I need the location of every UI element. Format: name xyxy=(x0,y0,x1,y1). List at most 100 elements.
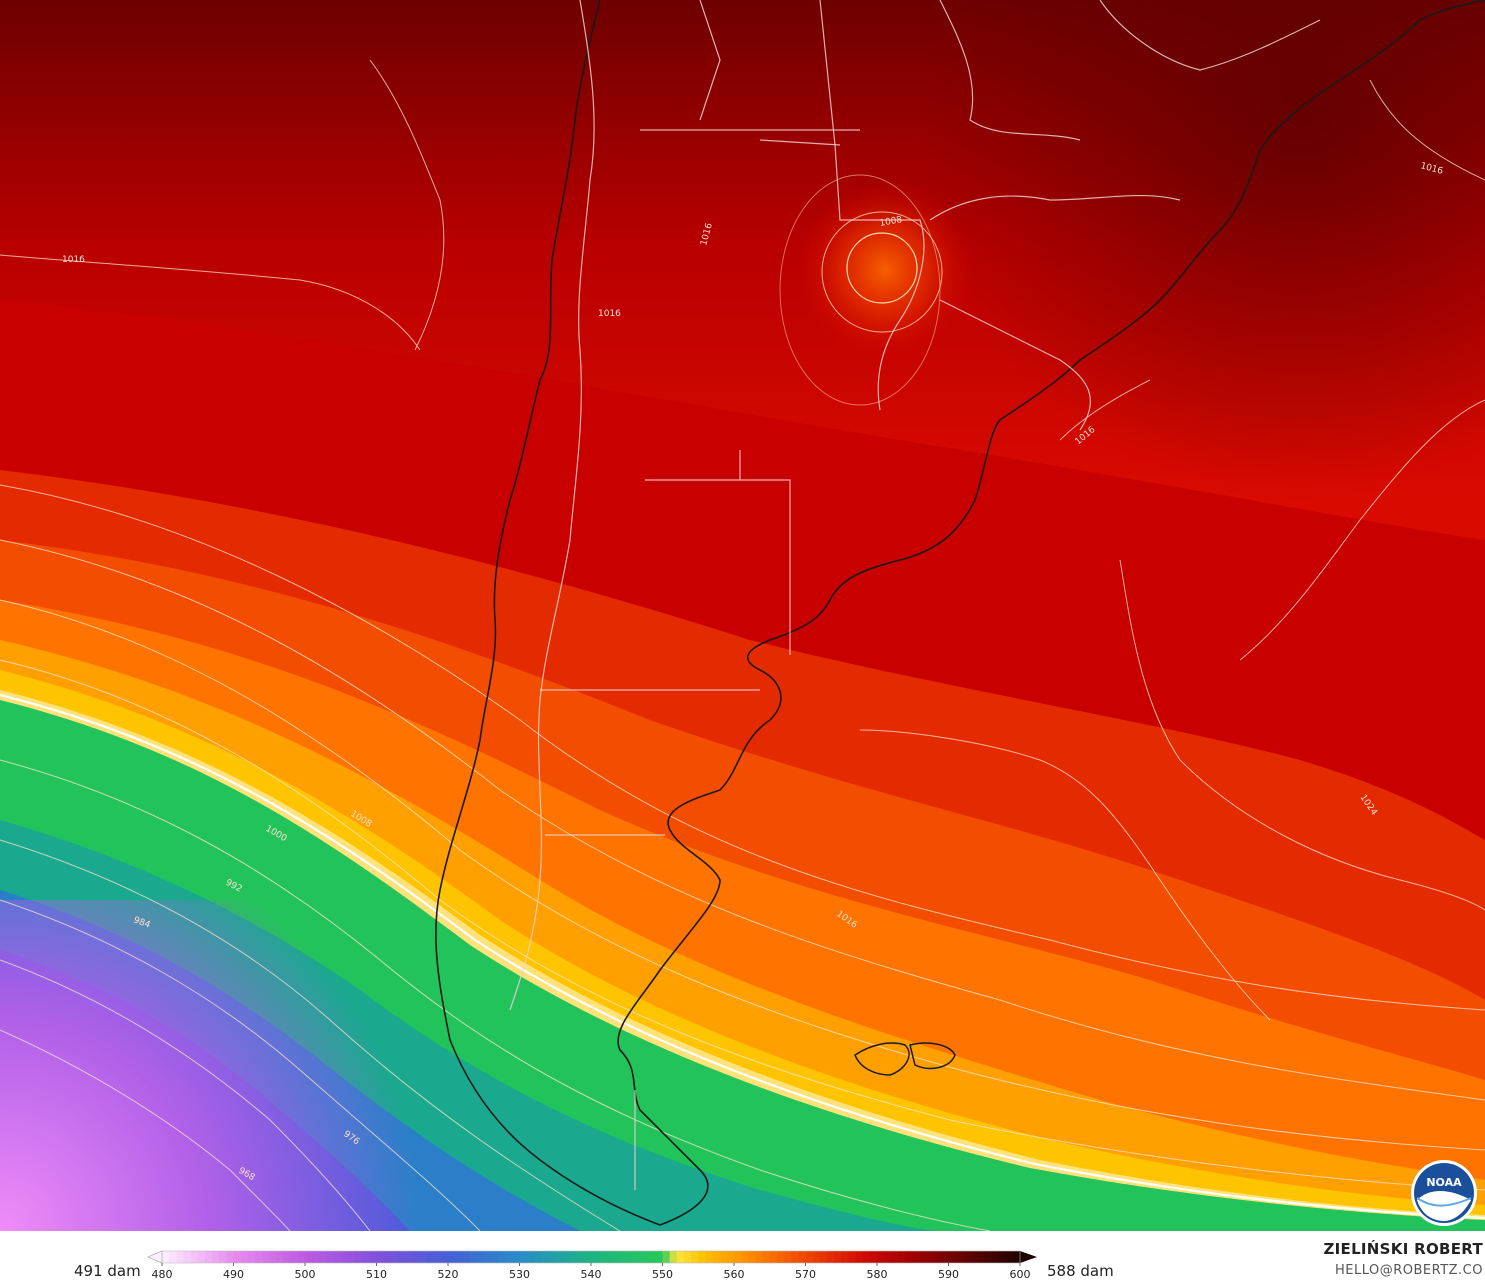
colorbar-cell xyxy=(598,1251,606,1263)
colorbar-cell xyxy=(633,1251,642,1263)
colorbar-cell xyxy=(748,1251,757,1263)
colorbar-cell xyxy=(919,1251,928,1263)
colorbar-cell xyxy=(619,1251,628,1263)
colorbar-cell xyxy=(312,1251,320,1263)
colorbar-cell xyxy=(254,1251,263,1263)
colorbar-cell xyxy=(190,1251,199,1263)
colorbar-cell xyxy=(984,1251,992,1263)
isobar-low-ring-3 xyxy=(779,174,941,406)
colorbar-cell xyxy=(204,1251,213,1263)
colorbar-cell xyxy=(855,1251,864,1263)
colorbar-cell xyxy=(262,1251,270,1263)
colorbar-cell xyxy=(555,1251,563,1263)
colorbar-cell xyxy=(476,1251,485,1263)
colorbar-cell xyxy=(612,1251,621,1263)
band-purple xyxy=(0,900,520,1231)
colorbar-cell xyxy=(869,1251,878,1263)
colorbar-cell xyxy=(512,1251,521,1263)
colorbar-cell xyxy=(290,1251,299,1263)
colorbar-tick-label: 590 xyxy=(938,1268,959,1281)
colorbar-cell xyxy=(655,1251,664,1263)
colorbar-cell xyxy=(533,1251,542,1263)
colorbar-cell xyxy=(383,1251,392,1263)
colorbar-cell xyxy=(212,1251,220,1263)
colorbar-cell xyxy=(848,1251,857,1263)
colorbar-cell xyxy=(912,1251,921,1263)
colorbar-cell xyxy=(626,1251,635,1263)
colorbar-tick-label: 490 xyxy=(223,1268,244,1281)
colorbar-cell xyxy=(769,1251,778,1263)
colorbar-cell xyxy=(576,1251,585,1263)
colorbar-cell xyxy=(791,1251,799,1263)
colorbar-cell xyxy=(548,1251,556,1263)
colorbar-cell xyxy=(405,1251,413,1263)
colorbar-tick-label: 580 xyxy=(867,1268,888,1281)
geopotential-map: 1016 1016 1016 1008 1016 1016 1024 1016 … xyxy=(0,0,1485,1231)
colorbar-tick-label: 560 xyxy=(724,1268,745,1281)
colorbar-cell xyxy=(676,1251,685,1263)
low-pressure-center xyxy=(790,175,980,365)
colorbar-cell xyxy=(877,1251,885,1263)
colorbar-tick-label: 540 xyxy=(581,1268,602,1281)
colorbar-tick-label: 510 xyxy=(366,1268,387,1281)
colorbar-cell xyxy=(526,1251,535,1263)
colorbar-max-arrow xyxy=(1020,1251,1037,1263)
falkland-islands xyxy=(854,1042,956,1076)
colorbar-cell xyxy=(247,1251,256,1263)
colorbar-cell xyxy=(683,1251,692,1263)
colorbar-cell xyxy=(898,1251,907,1263)
colorbar-cell xyxy=(362,1251,370,1263)
colorbar-cell xyxy=(226,1251,235,1263)
colorbar-cell xyxy=(955,1251,964,1263)
colorbar-cell xyxy=(719,1251,728,1263)
colorbar-cell xyxy=(462,1251,471,1263)
isobar-low-ring-2 xyxy=(821,211,943,333)
colorbar-cell xyxy=(948,1251,957,1263)
colorbar-cell xyxy=(498,1251,506,1263)
colorbar-cell xyxy=(240,1251,249,1263)
colorbar-cell xyxy=(540,1251,549,1263)
colorbar-cell xyxy=(419,1251,428,1263)
colorbar-cell xyxy=(412,1251,420,1263)
colorbar-cell xyxy=(691,1251,699,1263)
colorbar-cell xyxy=(969,1251,978,1263)
colorbar-cell xyxy=(662,1251,671,1263)
colorbar-cell xyxy=(726,1251,735,1263)
colorbar-cell xyxy=(397,1251,406,1263)
colorbar-cell xyxy=(347,1251,356,1263)
colorbar-cell xyxy=(455,1251,463,1263)
colorbar-cell xyxy=(340,1251,349,1263)
colorbar-cell xyxy=(297,1251,306,1263)
colorbar-cell xyxy=(712,1251,721,1263)
colorbar-cell xyxy=(369,1251,378,1263)
colorbar-cell xyxy=(641,1251,649,1263)
colorbar-tick-label: 530 xyxy=(509,1268,530,1281)
credit-name: ZIELIŃSKI ROBERT xyxy=(1323,1240,1483,1258)
colorbar-cell xyxy=(305,1251,313,1263)
colorbar-cell xyxy=(276,1251,285,1263)
colorbar-cell xyxy=(490,1251,499,1263)
colorbar-cell xyxy=(962,1251,971,1263)
colorbar-cell xyxy=(197,1251,206,1263)
colorbar-cell xyxy=(834,1251,842,1263)
colorbar-cell xyxy=(183,1251,192,1263)
isobar-lines xyxy=(0,59,1485,1231)
colorbar-tick-label: 600 xyxy=(1010,1268,1031,1281)
colorbar-cell xyxy=(433,1251,442,1263)
colorbar-cells xyxy=(147,1250,1037,1264)
colorbar-cell xyxy=(562,1251,571,1263)
credit-email[interactable]: HELLO@ROBERTZ.CO xyxy=(1334,1263,1483,1278)
colorbar: 480 490 500 510 520 530 540 550 560 570 580 590 600 xyxy=(147,1250,1037,1281)
colorbar-cell xyxy=(1005,1251,1014,1263)
colorbar-cell xyxy=(326,1251,335,1263)
colorbar-cell xyxy=(376,1251,385,1263)
colorbar-cell xyxy=(219,1251,227,1263)
colorbar-cell xyxy=(762,1251,771,1263)
colorbar-cell xyxy=(776,1251,785,1263)
colorbar-min-arrow xyxy=(147,1250,163,1264)
colorbar-cell xyxy=(891,1251,900,1263)
colorbar-cell xyxy=(798,1251,807,1263)
colorbar-cell xyxy=(605,1251,614,1263)
colorbar-cell xyxy=(355,1251,363,1263)
colorbar-cell xyxy=(977,1251,985,1263)
